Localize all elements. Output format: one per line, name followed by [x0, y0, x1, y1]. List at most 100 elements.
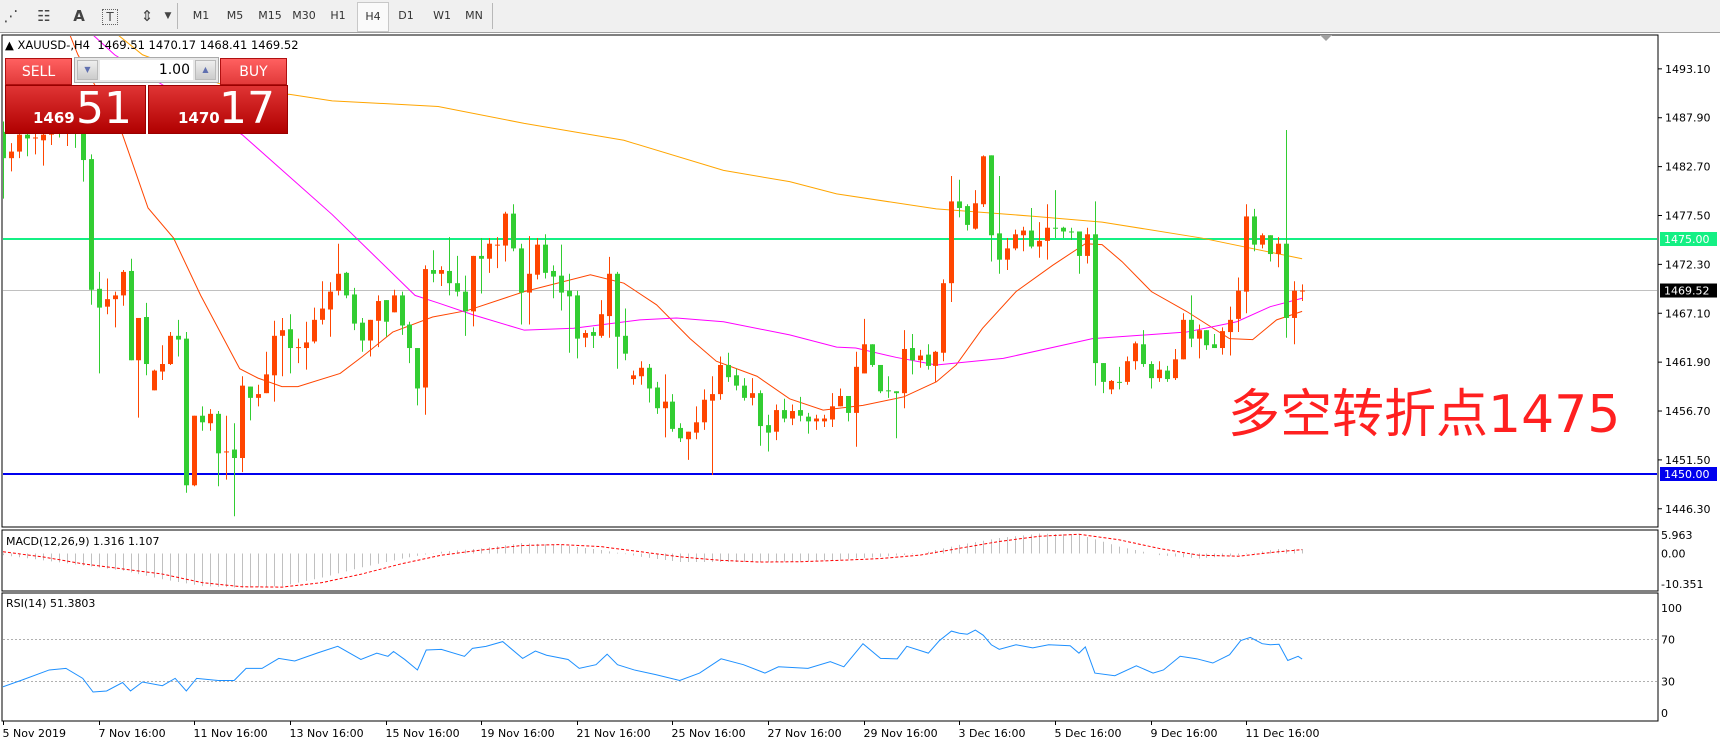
candle-body: [1013, 234, 1018, 249]
candle-body: [623, 335, 628, 354]
candle: [639, 361, 644, 385]
candle: [1220, 327, 1225, 355]
candle: [918, 349, 923, 368]
candle-body: [447, 270, 452, 284]
time-axis-label: 27 Nov 16:00: [768, 727, 842, 740]
candle: [862, 318, 867, 374]
candle: [376, 295, 381, 348]
buy-button[interactable]: BUY: [220, 58, 287, 85]
candle-body: [264, 374, 269, 394]
arrows-dropdown-chevron-icon[interactable]: ▼: [164, 11, 172, 21]
buy-price-button[interactable]: 1470 17: [148, 85, 288, 134]
lot-size-input[interactable]: [100, 60, 193, 80]
candle-body: [1061, 227, 1066, 232]
candle-body: [240, 385, 245, 459]
candle: [607, 256, 612, 338]
candle: [878, 364, 883, 394]
candle-body: [790, 411, 795, 419]
candle-body: [280, 330, 285, 336]
candle: [248, 386, 253, 421]
candle: [583, 330, 588, 348]
candle-body: [113, 295, 118, 300]
candle: [894, 391, 899, 439]
candle: [1300, 284, 1305, 301]
candle: [415, 348, 420, 406]
candle: [280, 317, 285, 377]
candle: [1117, 366, 1122, 390]
candle-body: [272, 335, 277, 376]
text-icon[interactable]: A: [73, 7, 85, 25]
timeframe-m15[interactable]: M15: [258, 9, 282, 22]
candle-body: [678, 427, 683, 439]
candle: [1228, 306, 1233, 356]
candle: [663, 374, 668, 438]
candle: [352, 287, 357, 331]
candle: [933, 350, 938, 382]
candle-body: [1005, 248, 1010, 260]
timeframe-m5[interactable]: M5: [226, 9, 244, 22]
timeframe-w1[interactable]: W1: [433, 9, 451, 22]
candle-body: [144, 317, 149, 365]
candle: [910, 333, 915, 375]
candle: [33, 132, 38, 155]
candle-body: [415, 348, 420, 389]
candle-body: [543, 244, 548, 273]
time-axis-label: 9 Dec 16:00: [1151, 727, 1218, 740]
text-label-icon[interactable]: T: [102, 9, 118, 25]
candle: [1021, 226, 1026, 252]
candle: [838, 388, 843, 407]
lot-increase-icon[interactable]: ▲: [195, 60, 216, 80]
candle-body: [631, 375, 636, 380]
arrows-icon[interactable]: ⇕: [140, 7, 154, 25]
macd-pane: [1, 529, 1659, 592]
candle-body: [33, 137, 38, 139]
candle: [121, 270, 126, 306]
candle-body: [710, 394, 715, 401]
timeframe-m1[interactable]: M1: [192, 9, 210, 22]
chart-annotation-text[interactable]: 多空转折点1475: [1228, 385, 1621, 445]
candle-body: [455, 283, 460, 292]
collapse-triangle-icon[interactable]: ▲: [5, 38, 18, 52]
candle-body: [495, 244, 500, 246]
fibonacci-expansion-icon[interactable]: ⋰: [3, 7, 19, 25]
candle-body: [1236, 290, 1241, 319]
candle-body: [352, 294, 357, 324]
candle: [758, 390, 763, 446]
candle: [766, 414, 771, 452]
candle: [1101, 363, 1106, 394]
timeframe-m30[interactable]: M30: [292, 9, 316, 22]
timeframe-h4[interactable]: H4: [357, 2, 389, 32]
candle-body: [9, 151, 14, 159]
lot-decrease-icon[interactable]: ▼: [77, 60, 98, 80]
fibonacci-fan-icon[interactable]: ☷: [37, 7, 51, 25]
candle: [1005, 238, 1010, 271]
candle: [81, 126, 86, 182]
candle: [726, 352, 731, 382]
ohlc-values: 1469.51 1470.17 1468.41 1469.52: [97, 38, 299, 52]
candle-body: [1268, 235, 1273, 255]
candle-body: [384, 300, 389, 322]
timeframe-d1[interactable]: D1: [398, 9, 414, 22]
candle-body: [965, 206, 970, 225]
candle: [941, 279, 946, 362]
rsi-axis-label: 0: [1661, 707, 1668, 720]
candle-body: [1037, 240, 1042, 247]
candle: [1292, 281, 1297, 345]
candle-body: [607, 273, 612, 317]
candle: [543, 234, 548, 279]
candle-body: [862, 344, 867, 374]
candle: [702, 389, 707, 430]
candle-body: [479, 255, 484, 259]
sell-price-button[interactable]: 1469 51: [5, 85, 146, 134]
timeframe-mn[interactable]: MN: [465, 9, 483, 22]
timeframe-h1[interactable]: H1: [330, 9, 346, 22]
candle: [41, 128, 46, 166]
candle: [1260, 233, 1265, 249]
candle: [623, 308, 628, 361]
candle: [599, 300, 604, 338]
rsi-pane: [1, 592, 1659, 722]
sell-button[interactable]: SELL: [5, 58, 72, 85]
price-axis-label: 1451.50: [1665, 454, 1711, 467]
chart-shift-marker-icon[interactable]: [1320, 35, 1332, 41]
